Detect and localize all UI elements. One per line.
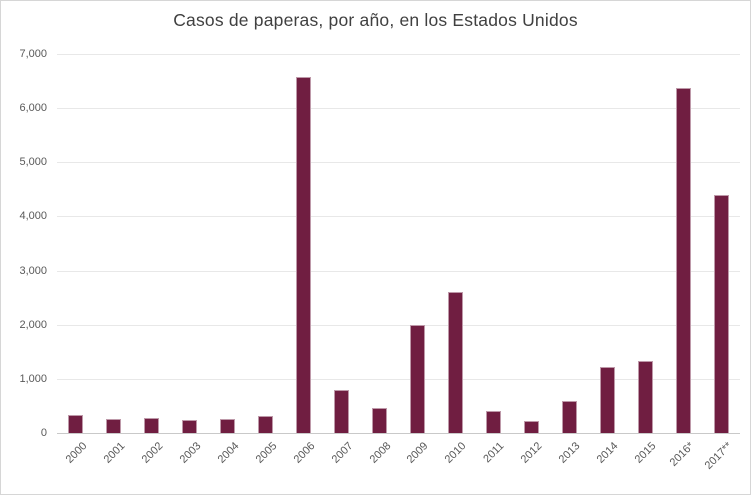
x-axis-tick-label: 2013 xyxy=(556,440,583,466)
y-axis-tick-label: 7,000 xyxy=(19,48,47,60)
x-axis-tick-label: 2008 xyxy=(367,440,394,466)
bar-2012 xyxy=(524,421,539,433)
x-axis-tick-label: 2014 xyxy=(594,440,621,466)
y-axis-tick-label: 2,000 xyxy=(19,319,47,331)
gridline xyxy=(57,108,740,109)
x-axis-tick-label: 2001 xyxy=(101,440,128,466)
bar-2006 xyxy=(296,77,311,433)
bar-2016 xyxy=(676,88,691,433)
chart-title: Casos de paperas, por año, en los Estado… xyxy=(173,10,578,30)
x-axis-tick-label: 2007 xyxy=(329,440,356,466)
y-axis-tick-label: 0 xyxy=(40,427,47,439)
x-axis-tick-label: 2005 xyxy=(253,440,280,466)
x-axis-tick-label: 2009 xyxy=(404,440,431,466)
x-axis-tick-label: 2015 xyxy=(632,440,659,466)
bar-2008 xyxy=(372,408,387,433)
x-axis-tick-label: 2017** xyxy=(702,440,735,472)
x-axis-tick-label: 2000 xyxy=(63,440,90,466)
y-axis-tick-label: 5,000 xyxy=(19,156,47,168)
gridline xyxy=(57,325,740,326)
gridline xyxy=(57,54,740,55)
gridline xyxy=(57,271,740,272)
y-axis-tick-label: 3,000 xyxy=(19,265,47,277)
bar-2003 xyxy=(182,420,197,433)
y-axis-tick-label: 6,000 xyxy=(19,102,47,114)
bar-2002 xyxy=(144,418,159,433)
bar-2017 xyxy=(714,195,729,433)
plot-area xyxy=(57,54,740,434)
x-axis-tick-label: 2006 xyxy=(291,440,318,466)
bar-2015 xyxy=(638,361,653,433)
bar-2000 xyxy=(68,415,83,433)
x-axis-line xyxy=(57,433,740,434)
x-axis-tick-label: 2002 xyxy=(139,440,166,466)
bar-2001 xyxy=(106,419,121,433)
bar-2013 xyxy=(562,401,577,433)
y-axis-tick-label: 1,000 xyxy=(19,373,47,385)
x-axis-tick-label: 2016* xyxy=(667,440,697,469)
y-axis-tick-label: 4,000 xyxy=(19,210,47,222)
bar-2005 xyxy=(258,416,273,433)
bar-2011 xyxy=(486,411,501,433)
gridline xyxy=(57,216,740,217)
bar-2004 xyxy=(220,419,235,433)
bar-2007 xyxy=(334,390,349,433)
x-axis-tick-label: 2004 xyxy=(215,440,242,466)
bar-2014 xyxy=(600,367,615,433)
bar-2010 xyxy=(448,292,463,433)
gridline xyxy=(57,379,740,380)
x-axis-tick-label: 2012 xyxy=(518,440,545,466)
bar-2009 xyxy=(410,325,425,433)
gridline xyxy=(57,162,740,163)
x-axis-tick-label: 2010 xyxy=(442,440,469,466)
x-axis-tick-label: 2003 xyxy=(177,440,204,466)
x-axis-tick-label: 2011 xyxy=(481,440,507,466)
